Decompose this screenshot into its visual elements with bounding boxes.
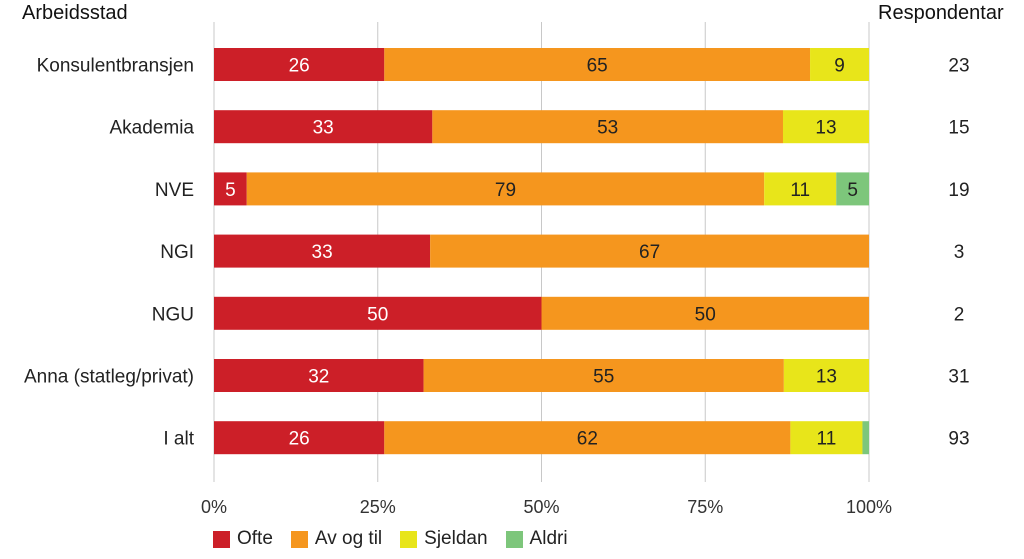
data-label: 62 xyxy=(577,429,598,450)
legend-item: Sjeldan xyxy=(400,528,488,550)
legend-label: Ofte xyxy=(237,528,273,549)
respondent-count: 23 xyxy=(948,56,969,77)
bar-segment xyxy=(790,421,863,455)
data-label: 11 xyxy=(790,180,810,201)
legend-label: Av og til xyxy=(314,528,383,549)
category-label: I alt xyxy=(163,429,194,450)
respondent-count: 93 xyxy=(948,429,969,450)
bar-segment xyxy=(384,48,811,81)
legend-swatch xyxy=(505,530,523,548)
data-label: 5 xyxy=(847,180,858,201)
data-label: 65 xyxy=(587,56,608,77)
category-label: NGU xyxy=(152,304,194,325)
legend-item: Aldri xyxy=(505,528,568,550)
x-tick-label: 100% xyxy=(846,497,892,517)
data-label: 67 xyxy=(639,242,660,263)
bar-segment xyxy=(423,359,784,392)
x-tick-label: 50% xyxy=(523,497,559,517)
respondent-count: 31 xyxy=(948,367,969,388)
respondent-count: 15 xyxy=(948,118,969,139)
legend-label: Sjeldan xyxy=(424,528,488,549)
bar-segment xyxy=(214,421,385,455)
data-label: 33 xyxy=(313,118,334,139)
x-tick-label: 25% xyxy=(360,497,396,517)
respondent-count: 3 xyxy=(954,242,965,263)
category-label: NGI xyxy=(160,242,194,263)
bar-segment xyxy=(782,110,869,144)
bar-segment xyxy=(214,296,542,330)
bar-segment xyxy=(764,172,837,206)
data-label: 9 xyxy=(834,56,845,77)
bar-segment xyxy=(541,296,869,330)
legend-swatch xyxy=(400,530,418,548)
legend-item: Ofte xyxy=(213,528,273,550)
legend-swatch xyxy=(213,530,230,548)
respondent-count: 2 xyxy=(954,304,965,325)
legend: Ofte Av og til Sjeldan Aldri xyxy=(213,528,586,550)
bar-segment xyxy=(430,234,869,268)
data-label: 26 xyxy=(289,429,310,450)
bar-segment xyxy=(246,172,765,206)
data-label: 50 xyxy=(695,304,716,325)
category-label: Anna (statleg/privat) xyxy=(24,367,194,388)
bar-segment xyxy=(214,48,385,81)
data-label: 33 xyxy=(312,242,333,263)
legend-item: Av og til xyxy=(290,528,383,550)
category-label: Konsulentbransjen xyxy=(37,56,194,77)
data-label: 50 xyxy=(367,304,388,325)
bar-segment xyxy=(214,110,433,144)
bar-segment xyxy=(214,172,247,206)
data-label: 26 xyxy=(289,56,310,77)
respondents-title: Respondentar xyxy=(878,2,1004,24)
x-tick-label: 0% xyxy=(201,497,227,517)
category-label: NVE xyxy=(155,180,194,201)
bar-segment xyxy=(810,48,869,81)
bar-segment xyxy=(432,110,783,144)
y-axis-title: Arbeidsstad xyxy=(22,2,128,24)
bar-segment xyxy=(214,359,424,392)
respondent-count: 19 xyxy=(948,180,969,201)
data-label: 13 xyxy=(815,118,836,139)
data-label: 13 xyxy=(816,367,837,388)
bar-segment xyxy=(836,172,869,206)
bar-segment xyxy=(384,421,791,455)
data-label: 79 xyxy=(495,180,516,201)
bar-segment xyxy=(783,359,869,392)
data-label: 11 xyxy=(817,429,837,450)
data-label: 5 xyxy=(225,180,236,201)
bar-segment xyxy=(214,234,431,268)
legend-swatch xyxy=(290,530,308,548)
data-label: 55 xyxy=(593,367,614,388)
data-label: 53 xyxy=(597,118,618,139)
category-label: Akademia xyxy=(110,118,195,139)
bar-segment xyxy=(862,421,869,455)
x-tick-label: 75% xyxy=(687,497,723,517)
legend-label: Aldri xyxy=(529,528,568,549)
data-label: 32 xyxy=(308,367,329,388)
